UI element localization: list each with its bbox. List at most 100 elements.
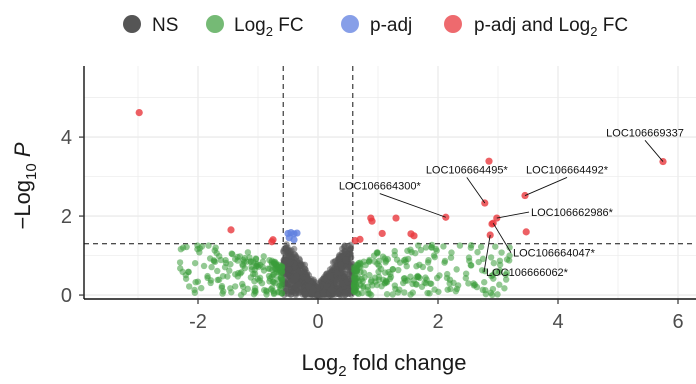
fc-point: [447, 254, 455, 261]
fc-point: [496, 261, 504, 268]
fc-point: [182, 275, 190, 282]
fc-point: [468, 242, 475, 249]
legend-marker-padj-and-fc: [444, 15, 462, 33]
fc-point: [443, 274, 451, 282]
ns-point: [304, 275, 311, 283]
fc-point: [502, 276, 510, 283]
fc-point: [361, 274, 368, 281]
fc-point: [270, 289, 278, 297]
fc-point: [277, 281, 284, 289]
padj-and-fc-point: [269, 236, 277, 244]
fc-point: [275, 288, 283, 295]
fc-point: [428, 241, 436, 249]
fc-point: [228, 250, 235, 257]
fc-point: [424, 259, 432, 266]
ns-point: [342, 256, 349, 264]
fc-point: [226, 267, 233, 274]
fc-point: [409, 289, 416, 296]
gene-label: LOC106664300*: [339, 181, 422, 193]
fc-point: [185, 283, 193, 290]
fc-point: [364, 290, 372, 297]
fc-point: [440, 243, 447, 250]
fc-point: [234, 257, 241, 264]
fc-point: [228, 289, 235, 296]
label-connector: [483, 234, 491, 273]
fc-point: [422, 274, 429, 281]
fc-point: [358, 289, 366, 297]
fc-point: [465, 280, 472, 287]
x-tick-label: 6: [672, 311, 683, 333]
fc-point: [214, 276, 221, 284]
fc-point: [465, 254, 473, 261]
fc-point: [474, 248, 481, 256]
fc-point: [487, 254, 495, 261]
fc-point: [444, 286, 451, 293]
gene-label: LOC106662986*: [531, 207, 614, 219]
padj-and-fc-point: [378, 229, 386, 238]
fc-point: [379, 253, 387, 260]
ns-point: [334, 269, 341, 276]
ns-point: [321, 275, 328, 282]
fc-point: [244, 249, 252, 256]
fc-point: [492, 243, 499, 250]
fc-point: [210, 257, 218, 264]
legend-label-padj-and-fc: p-adj and Log2 FC: [474, 15, 628, 39]
label-connector: [524, 177, 568, 196]
fc-point: [218, 282, 226, 290]
padj-and-fc-point: [135, 109, 143, 117]
fc-point: [260, 253, 267, 260]
fc-point: [412, 249, 419, 257]
label-connector: [492, 222, 512, 253]
fc-point: [354, 289, 361, 297]
fc-point: [374, 260, 381, 268]
fc-point: [450, 279, 457, 287]
fc-point: [404, 247, 411, 254]
fc-points: [176, 241, 513, 299]
fc-point: [366, 258, 373, 265]
fc-point: [426, 290, 433, 297]
fc-point: [254, 261, 261, 268]
legend-label-padj: p-adj: [370, 15, 412, 36]
gene-labels: LOC106669337 LOC106664495* LOC106664492* LO…: [339, 127, 684, 279]
fc-point: [248, 263, 255, 270]
fc-point: [366, 271, 373, 279]
gene-label: LOC106664047*: [513, 248, 596, 260]
fc-point: [431, 253, 438, 261]
fc-point: [400, 257, 408, 264]
fc-point: [208, 263, 215, 271]
fc-point: [494, 291, 501, 298]
ns-point: [338, 280, 346, 287]
fc-point: [200, 262, 208, 270]
gene-label: LOC106669337: [606, 127, 684, 139]
y-tick-label: 2: [61, 206, 72, 228]
x-tick-label: 0: [312, 311, 323, 333]
fc-point: [417, 246, 425, 254]
padj-and-fc-point: [410, 232, 418, 240]
fc-point: [360, 284, 367, 291]
fc-point: [506, 252, 513, 259]
fc-point: [191, 259, 199, 267]
fc-point: [395, 266, 402, 274]
legend: NS Log2 FC p-adj p-adj and Log2 FC: [123, 15, 628, 39]
ns-point: [309, 285, 317, 293]
fc-point: [217, 256, 225, 264]
fc-point: [402, 277, 409, 285]
fc-point: [481, 279, 488, 286]
fc-point: [448, 249, 455, 256]
fc-point: [401, 289, 408, 296]
ns-point: [282, 257, 290, 265]
fc-point: [177, 245, 185, 253]
x-tick-label: -2: [189, 311, 207, 333]
fc-point: [207, 277, 215, 284]
fc-point: [232, 271, 239, 278]
y-tick-label: 0: [61, 285, 72, 307]
ns-point: [345, 264, 352, 271]
fc-point: [479, 286, 487, 294]
fc-point: [389, 266, 396, 273]
fc-point: [387, 273, 395, 281]
ns-point: [327, 273, 334, 280]
padj-point: [293, 229, 301, 237]
ns-points: [280, 241, 356, 299]
ns-point: [341, 289, 349, 297]
padj-and-fc-point: [522, 228, 530, 236]
